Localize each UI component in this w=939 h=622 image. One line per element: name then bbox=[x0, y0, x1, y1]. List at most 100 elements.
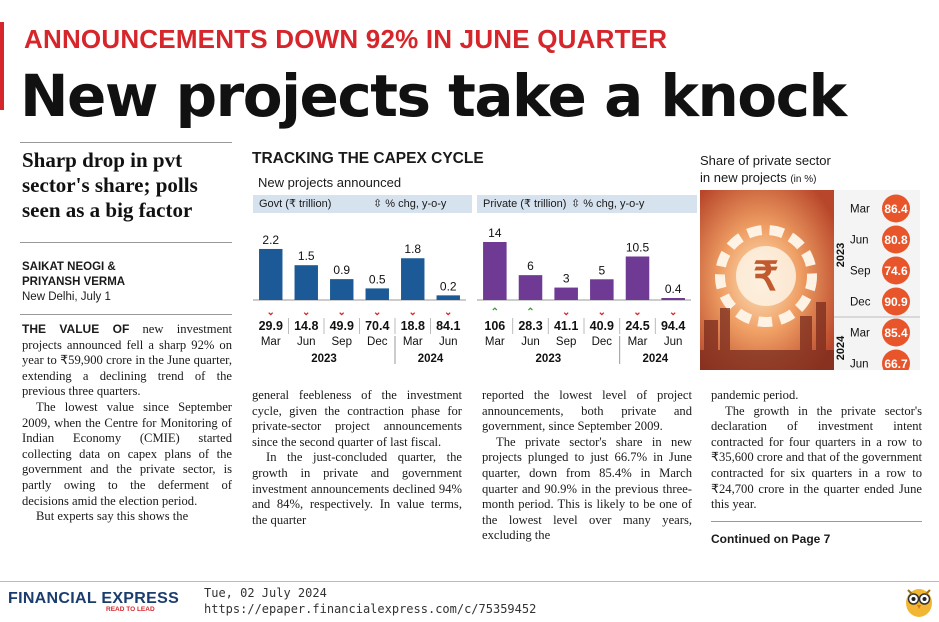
govt-category-label: Jun bbox=[297, 336, 316, 348]
divider bbox=[20, 242, 232, 243]
headline: New projects take a knock bbox=[20, 62, 847, 130]
private-bar bbox=[518, 275, 543, 300]
down-arrow-icon: ⌄ bbox=[598, 307, 606, 318]
govt-value-label: 1.5 bbox=[298, 249, 315, 263]
govt-value-label: 0.9 bbox=[333, 263, 350, 277]
byline: SAIKAT NEOGI & PRIYANSH VERMA New Delhi,… bbox=[22, 260, 125, 305]
share-title-line-1: Share of private sector bbox=[700, 153, 831, 168]
share-month-label: Sep bbox=[850, 266, 870, 278]
article-column-1: THE VALUE OF new investment projects ann… bbox=[22, 322, 232, 525]
govt-category-label: Mar bbox=[261, 336, 281, 348]
down-arrow-icon: ⌄ bbox=[338, 307, 346, 318]
share-month-label: Dec bbox=[850, 297, 871, 309]
private-bar-chart: 14⌃106Mar6⌃28.3Jun3⌄41.1Sep5⌄40.9Dec10.5… bbox=[477, 226, 691, 365]
graphic-title: TRACKING THE CAPEX CYCLE bbox=[252, 150, 484, 167]
share-month-label: Jun bbox=[850, 235, 869, 247]
private-value-label: 3 bbox=[563, 272, 570, 286]
private-panel-header: Private (₹ trillion) ⇳ % chg, y-o-y bbox=[477, 195, 697, 213]
byline-authors: SAIKAT NEOGI & bbox=[22, 261, 116, 273]
deck: Sharp drop in pvt sector's share; polls … bbox=[22, 148, 198, 222]
private-value-label: 14 bbox=[488, 226, 502, 240]
share-value: 85.4 bbox=[884, 326, 908, 340]
govt-category-label: Dec bbox=[367, 336, 388, 348]
gear-rupee-icon: ₹ bbox=[715, 225, 817, 327]
edition-date: Tue, 02 July 2024 bbox=[204, 586, 327, 600]
down-arrow-icon: ⌄ bbox=[302, 307, 310, 318]
govt-pct-change: 14.8 bbox=[294, 319, 318, 333]
dateline: New Delhi, July 1 bbox=[22, 291, 111, 303]
private-category-label: Jun bbox=[521, 336, 540, 348]
kicker-accent-bar bbox=[0, 22, 4, 110]
govt-year-label: 2023 bbox=[311, 353, 337, 365]
private-value-label: 6 bbox=[527, 259, 534, 273]
article-column-4: pandemic period. The growth in the priva… bbox=[711, 388, 922, 547]
pct-change-header: ⇳ % chg, y-o-y bbox=[571, 195, 644, 213]
article-paragraph: The lowest value since September 2009, w… bbox=[22, 399, 232, 508]
article-lead: THE VALUE OF bbox=[22, 322, 130, 336]
private-bar bbox=[590, 279, 614, 300]
kicker: ANNOUNCEMENTS DOWN 92% IN JUNE QUARTER bbox=[24, 24, 668, 54]
share-month-label: Jun bbox=[850, 359, 869, 371]
private-category-label: Mar bbox=[485, 336, 505, 348]
govt-bar bbox=[330, 279, 354, 300]
share-value-badge bbox=[882, 287, 910, 316]
private-year-label: 2024 bbox=[643, 353, 669, 365]
article-paragraph: reported the lowest level of project ann… bbox=[482, 388, 692, 434]
govt-pct-change: 49.9 bbox=[330, 319, 354, 333]
share-unit: (in %) bbox=[790, 174, 817, 185]
private-share-panel: ₹ Mar 86.4 Jun 80.8 Sep 74.6 Dec 90.9 Mar 85.4 Jun… bbox=[700, 190, 920, 370]
article-paragraph: In the just-concluded quarter, the growt… bbox=[252, 450, 462, 527]
down-arrow-icon: ⌄ bbox=[409, 307, 417, 318]
private-bar bbox=[661, 298, 685, 300]
govt-value-label: 0.5 bbox=[369, 272, 386, 286]
divider bbox=[20, 314, 232, 315]
govt-category-label: Mar bbox=[403, 336, 423, 348]
share-title: Share of private sector in new projects … bbox=[700, 152, 831, 188]
govt-category-label: Jun bbox=[439, 336, 458, 348]
govt-value-label: 0.2 bbox=[440, 279, 457, 293]
share-year-label: 2023 bbox=[835, 243, 847, 267]
share-value: 66.7 bbox=[884, 357, 908, 370]
private-category-label: Jun bbox=[664, 336, 683, 348]
govt-bar-chart: 2.2⌄29.9Mar1.5⌄14.8Jun0.9⌄49.9Sep0.5⌄70.… bbox=[253, 233, 466, 365]
govt-pct-change: 18.8 bbox=[401, 319, 425, 333]
govt-bar bbox=[294, 265, 318, 300]
private-year-label: 2023 bbox=[536, 353, 562, 365]
private-pct-change: 40.9 bbox=[590, 319, 614, 333]
govt-pct-change: 84.1 bbox=[436, 319, 460, 333]
brand-logo[interactable]: FINANCIAL EXPRESS bbox=[8, 590, 180, 607]
private-pct-change: 24.5 bbox=[625, 319, 649, 333]
pct-change-label: % chg, y-o-y bbox=[583, 198, 645, 210]
govt-year-label: 2024 bbox=[418, 353, 444, 365]
share-month-label: Mar bbox=[850, 328, 870, 340]
share-title-line-2: in new projects bbox=[700, 170, 787, 185]
owl-mascot-icon[interactable] bbox=[903, 584, 935, 618]
govt-pct-change: 70.4 bbox=[365, 319, 389, 333]
private-pct-change: 106 bbox=[484, 319, 505, 333]
article-paragraph: general feebleness of the investment cyc… bbox=[252, 388, 462, 449]
share-value-badge bbox=[882, 318, 910, 347]
factory-silhouette-icon bbox=[700, 302, 834, 370]
govt-pct-change: 29.9 bbox=[259, 319, 283, 333]
govt-bar bbox=[365, 288, 389, 300]
govt-category-label: Sep bbox=[332, 336, 352, 348]
private-bar bbox=[554, 287, 578, 300]
share-value-badge bbox=[882, 194, 910, 223]
continued-link[interactable]: Continued on Page 7 bbox=[711, 531, 831, 546]
divider bbox=[711, 520, 922, 522]
down-arrow-icon: ⌄ bbox=[562, 307, 570, 318]
footer-meta: Tue, 02 July 2024 https://epaper.financi… bbox=[204, 585, 536, 617]
govt-bar bbox=[436, 295, 460, 300]
pct-change-label: % chg, y-o-y bbox=[385, 198, 447, 210]
share-value: 74.6 bbox=[884, 264, 908, 278]
private-value-label: 5 bbox=[598, 263, 605, 277]
article-paragraph: pandemic period. bbox=[711, 388, 799, 402]
down-arrow-icon: ⌄ bbox=[373, 307, 381, 318]
edition-url[interactable]: https://epaper.financialexpress.com/c/75… bbox=[204, 602, 537, 616]
share-value-badge bbox=[882, 256, 910, 285]
brand-tagline: READ TO LEAD bbox=[106, 606, 155, 613]
private-bar bbox=[625, 256, 650, 300]
share-value: 80.8 bbox=[884, 233, 908, 247]
govt-value-label: 1.8 bbox=[404, 242, 421, 256]
share-value: 90.9 bbox=[884, 295, 908, 309]
